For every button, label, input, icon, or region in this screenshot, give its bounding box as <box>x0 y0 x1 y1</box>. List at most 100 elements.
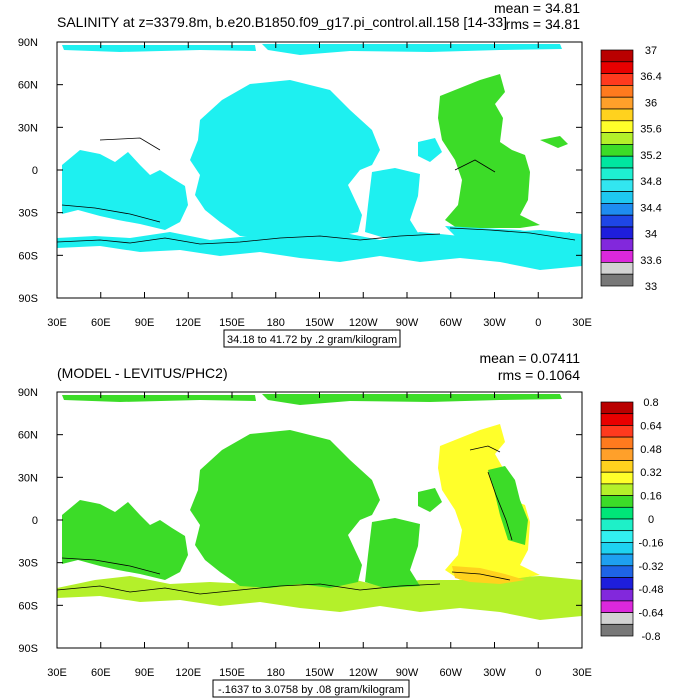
x-tick-label: 90W <box>396 317 419 329</box>
y-tick-label: 60S <box>18 600 38 612</box>
colorbar-label: 33.6 <box>640 255 661 267</box>
panel-2-title: (MODEL - LEVITUS/PHC2) <box>57 365 228 381</box>
colorbar-swatch <box>600 238 634 251</box>
colorbar-swatch <box>600 191 634 204</box>
x-tick-label: 120E <box>175 667 201 679</box>
colorbar-label: -0.48 <box>638 584 663 596</box>
colorbar-label: -0.8 <box>642 631 661 643</box>
colorbar-swatch <box>600 436 634 450</box>
ocean-southern <box>57 230 582 270</box>
x-tick-label: 60W <box>439 317 462 329</box>
colorbar-swatch <box>600 132 634 145</box>
colorbar-swatch <box>600 214 634 228</box>
colorbar-swatch <box>600 565 634 578</box>
colorbar-swatch <box>600 85 634 98</box>
diff-southern <box>57 576 582 620</box>
diff-pacific-east <box>365 518 420 588</box>
panel-1-range-box <box>223 329 401 348</box>
panel-1-axes: 30E 60E 90E 120E 150E 180 150W 120W 90W 60W 30W 0 30… <box>18 37 592 329</box>
x-tick-label: 120E <box>175 317 201 329</box>
ocean-atlantic <box>438 74 540 230</box>
x-tick-label: 60E <box>91 317 111 329</box>
panel-2-map: 30E 60E 90E 120E 150E 180 150W 120W 90W 60W 30W 0 30… <box>18 387 592 679</box>
colorbar-swatch <box>600 425 634 438</box>
colorbar-swatch <box>600 262 634 275</box>
panel-salinity: SALINITY at z=3379.8m, b.e20.B1850.f09_g… <box>18 0 662 348</box>
y-tick-label: 90S <box>18 293 38 305</box>
colorbar-label: 0.16 <box>640 491 661 503</box>
y-tick-label: 30N <box>18 122 38 134</box>
colorbar-swatch <box>600 167 634 181</box>
colorbar-label: -0.16 <box>638 537 663 549</box>
panel-2-rms: rms = 0.1064 <box>498 367 580 383</box>
colorbar-swatch <box>600 483 634 496</box>
panel-1-contours <box>56 137 576 245</box>
colorbar-swatch <box>600 588 634 602</box>
ocean-pacific <box>190 80 380 238</box>
ocean-atlantic-south <box>445 226 570 244</box>
colorbar-swatch <box>600 460 634 473</box>
colorbar-swatch <box>600 96 634 110</box>
x-tick-label: 90W <box>396 667 419 679</box>
colorbar-label: 34.4 <box>640 202 661 214</box>
x-tick-label: 150E <box>219 667 245 679</box>
colorbar-label: 35.2 <box>640 150 661 162</box>
colorbar-label: 0.8 <box>643 397 658 409</box>
colorbar-label: 0.48 <box>640 444 661 456</box>
colorbar-swatch <box>600 179 634 192</box>
panel-1-colorbar: 37 36.4 36 35.6 35.2 34.8 34.4 34 33.6 33 <box>600 45 662 293</box>
x-tick-label: 60W <box>439 667 462 679</box>
x-tick-label: 120W <box>349 317 378 329</box>
panel-1-mean: mean = 34.81 <box>494 0 580 16</box>
colorbar-swatch <box>600 530 634 543</box>
colorbar-swatch <box>600 448 634 461</box>
x-tick-label: 120W <box>349 667 378 679</box>
panel-2-axes: 30E 60E 90E 120E 150E 180 150W 120W 90W 60W 30W 0 30… <box>18 387 592 679</box>
colorbar-swatch <box>600 495 634 508</box>
colorbar-swatch <box>600 401 634 415</box>
colorbar-label: 33 <box>645 281 657 293</box>
colorbar-swatch <box>600 577 634 590</box>
ocean-pacific-east <box>365 168 420 238</box>
y-tick-label: 90N <box>18 387 38 399</box>
x-tick-label: 60E <box>91 667 111 679</box>
colorbar-swatch <box>600 413 634 426</box>
colorbar-swatch <box>600 203 634 216</box>
colorbar-swatch <box>600 226 634 240</box>
y-tick-label: 60S <box>18 250 38 262</box>
colorbar-swatch <box>600 471 634 485</box>
y-tick-label: 90N <box>18 37 38 49</box>
x-tick-label: 0 <box>535 317 541 329</box>
ocean-arctic-2 <box>262 44 562 55</box>
colorbar-label: -0.32 <box>638 561 663 573</box>
panel-difference: (MODEL - LEVITUS/PHC2) mean = 0.07411 rm… <box>18 350 664 698</box>
colorbar-label: 35.6 <box>640 124 661 136</box>
ocean-caribbean <box>418 138 442 162</box>
colorbar-swatch <box>600 108 634 122</box>
panel-1-title: SALINITY at z=3379.8m, b.e20.B1850.f09_g… <box>57 14 507 30</box>
colorbar-swatch <box>600 612 634 625</box>
panel-2-contours <box>56 445 513 595</box>
x-tick-label: 30E <box>572 667 592 679</box>
x-tick-label: 30W <box>483 317 506 329</box>
y-tick-label: 60N <box>18 430 38 442</box>
panel-2-mean: mean = 0.07411 <box>479 350 580 366</box>
y-tick-label: 90S <box>18 643 38 655</box>
x-tick-label: 150W <box>305 667 334 679</box>
panel-2-colorbar: 0.8 0.64 0.48 0.32 0.16 0 -0.16 -0.32 -0.48 -0.64… <box>600 397 664 643</box>
x-tick-label: 30W <box>483 667 506 679</box>
panel-1-rms: rms = 34.81 <box>506 16 581 32</box>
panel-1-map: 30E 60E 90E 120E 150E 180 150W 120W 90W 60W 30W 0 30… <box>18 37 592 329</box>
diff-caribbean <box>418 488 442 512</box>
x-tick-label: 30E <box>47 317 67 329</box>
colorbar-swatch <box>600 73 634 86</box>
ocean-indian <box>62 150 188 230</box>
colorbar-label: 37 <box>645 45 657 57</box>
colorbar-swatch <box>600 518 634 532</box>
colorbar-label: 34.8 <box>640 176 661 188</box>
colorbar-label: 36.4 <box>640 71 661 83</box>
x-tick-label: 0 <box>535 667 541 679</box>
y-tick-label: 60N <box>18 80 38 92</box>
colorbar-swatch <box>600 273 634 287</box>
x-tick-label: 30E <box>572 317 592 329</box>
